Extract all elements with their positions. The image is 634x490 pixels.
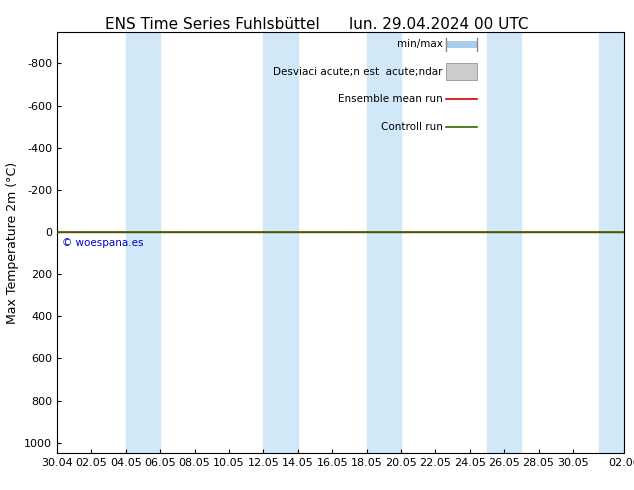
Text: ENS Time Series Fuhlsbüttel      lun. 29.04.2024 00 UTC: ENS Time Series Fuhlsbüttel lun. 29.04.2… <box>105 17 529 32</box>
Text: Desviaci acute;n est  acute;ndar: Desviaci acute;n est acute;ndar <box>273 67 443 77</box>
Bar <box>126 32 160 453</box>
Bar <box>263 32 298 453</box>
Bar <box>598 32 624 453</box>
Y-axis label: Max Temperature 2m (°C): Max Temperature 2m (°C) <box>6 162 18 323</box>
FancyBboxPatch shape <box>446 63 477 80</box>
Text: min/max: min/max <box>397 40 443 49</box>
Bar <box>487 32 521 453</box>
Bar <box>366 32 401 453</box>
Text: © woespana.es: © woespana.es <box>62 238 144 248</box>
Text: Ensemble mean run: Ensemble mean run <box>338 94 443 104</box>
Text: Controll run: Controll run <box>381 122 443 132</box>
